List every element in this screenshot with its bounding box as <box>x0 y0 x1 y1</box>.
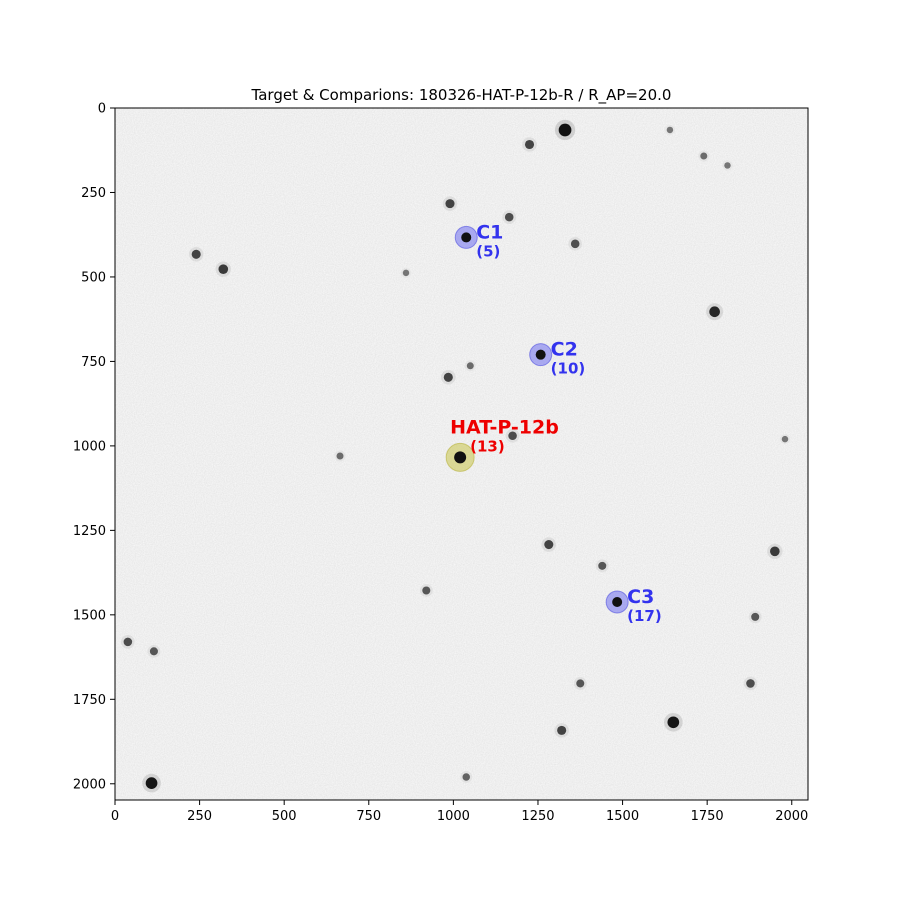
source-name-label: C2 <box>551 339 578 361</box>
y-tick-label: 1000 <box>73 439 106 454</box>
source-name-label: C1 <box>476 221 503 243</box>
target-marker: HAT-P-12b(13) <box>445 416 559 472</box>
field-star <box>466 362 474 370</box>
field-star <box>724 162 731 169</box>
comparison-marker: C3(17) <box>605 586 662 625</box>
field-star <box>402 269 410 277</box>
source-index-label: (13) <box>470 437 505 455</box>
field-star <box>145 777 158 789</box>
y-tick-label: 0 <box>98 102 106 117</box>
x-tick-label: 750 <box>356 809 381 824</box>
source-name-label: HAT-P-12b <box>450 416 559 438</box>
field-star <box>576 679 585 688</box>
source-name-label: C3 <box>627 586 654 608</box>
field-star <box>504 212 514 222</box>
field-star <box>700 152 708 160</box>
field-star <box>149 647 158 656</box>
field-star <box>336 452 344 460</box>
field-star <box>508 431 517 441</box>
y-tick-label: 1250 <box>73 524 106 539</box>
field-star <box>781 435 789 443</box>
y-tick-label: 1750 <box>73 693 106 708</box>
source-star <box>461 232 472 243</box>
source-star <box>535 349 546 360</box>
field-star <box>770 546 780 557</box>
y-tick-label: 500 <box>81 270 106 285</box>
x-tick-label: 1000 <box>437 809 470 824</box>
x-tick-label: 1250 <box>521 809 554 824</box>
x-tick-label: 2000 <box>775 809 808 824</box>
y-tick-label: 1500 <box>73 608 106 623</box>
comparison-marker: C2(10) <box>529 339 586 378</box>
field-star <box>462 773 470 781</box>
source-index-label: (17) <box>627 607 662 625</box>
plot-area: C1(5) C2(10) HAT-P-12b(13) C3(17) <box>115 108 808 800</box>
field-star <box>443 372 453 382</box>
x-tick-label: 0 <box>111 809 119 824</box>
field-star <box>666 126 674 134</box>
source-star <box>454 451 467 464</box>
field-star <box>598 561 607 570</box>
field-star <box>422 586 431 595</box>
field-star <box>557 725 567 735</box>
y-tick-label: 750 <box>81 355 106 370</box>
y-axis: 0 250 500 750 1000 1250 1500 1750 2000 <box>73 102 115 792</box>
source-star <box>612 596 623 607</box>
marked-sources: C1(5) C2(10) HAT-P-12b(13) C3(17) <box>445 221 662 625</box>
field-star <box>191 249 201 259</box>
source-index-label: (10) <box>551 360 586 378</box>
field-star <box>570 239 580 249</box>
chart-title: Target & Comparions: 180326-HAT-P-12b-R … <box>251 86 672 105</box>
x-tick-label: 250 <box>187 809 212 824</box>
field-star <box>746 679 755 688</box>
y-tick-label: 250 <box>81 186 106 201</box>
field-stars <box>121 119 789 793</box>
field-star <box>751 612 760 621</box>
y-tick-label: 2000 <box>73 777 106 792</box>
field-star <box>218 264 229 274</box>
x-tick-label: 1500 <box>606 809 639 824</box>
field-star <box>445 199 455 209</box>
field-star <box>524 139 535 150</box>
field-star <box>709 306 720 318</box>
x-tick-label: 1750 <box>691 809 724 824</box>
comparison-marker: C1(5) <box>454 221 503 260</box>
field-star <box>558 123 572 137</box>
x-tick-label: 500 <box>272 809 297 824</box>
plot-frame <box>114 107 809 801</box>
field-star <box>544 540 554 550</box>
x-axis: 0 250 500 750 1000 1250 1500 1750 2000 <box>111 800 808 824</box>
field-star <box>123 637 133 647</box>
source-index-label: (5) <box>476 242 500 260</box>
field-star <box>667 716 680 729</box>
